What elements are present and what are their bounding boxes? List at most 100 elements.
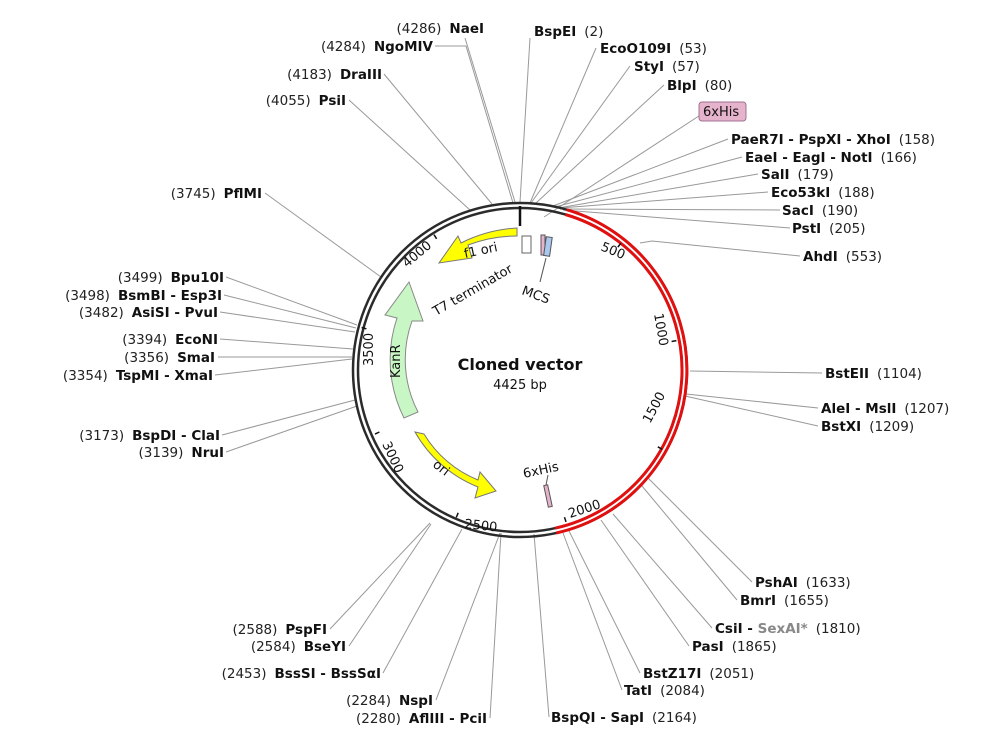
leader-line-bsmbi bbox=[223, 294, 357, 329]
insert-inner-arc bbox=[554, 213, 684, 530]
leader-line-tspmi bbox=[214, 358, 353, 376]
site-label-econi: (3394) EcoNI bbox=[122, 332, 218, 348]
leader-line-psii bbox=[348, 99, 471, 211]
tick-3000 bbox=[374, 431, 380, 435]
site-label-naei: (4286) NaeI bbox=[397, 21, 484, 37]
tick-1000 bbox=[671, 339, 677, 343]
leader-line-csii bbox=[612, 513, 713, 629]
site-label-ahdi: AhdI (553) bbox=[803, 249, 882, 265]
mcs-blue-box bbox=[543, 236, 553, 257]
leader-line-pflmi bbox=[264, 192, 382, 278]
leader-line-nrui bbox=[225, 405, 358, 453]
tick-label-1000: 1000 bbox=[650, 312, 671, 347]
leader-line-6xhis-badge bbox=[543, 111, 706, 218]
leader-line-styi bbox=[530, 65, 631, 204]
leader-line-bstxi bbox=[684, 395, 819, 427]
leader-line-bpu10i bbox=[225, 276, 358, 326]
f1-ori-arrow bbox=[437, 227, 518, 264]
leader-line-saci bbox=[559, 208, 781, 211]
site-label-csii: CsiI - SexAI* (1810) bbox=[715, 621, 861, 637]
leader-line-ahdi bbox=[639, 240, 801, 257]
leader-line-tati bbox=[562, 532, 623, 691]
site-label-psii: (4055) PsiI bbox=[266, 93, 346, 109]
tick-label-3500: 3500 bbox=[362, 333, 377, 366]
leader-line-ngomiv bbox=[435, 45, 514, 204]
his-badge-label: 6xHis bbox=[703, 105, 739, 120]
leader-line-psti bbox=[562, 209, 791, 229]
site-label-pspfi: (2588) PspFI bbox=[233, 622, 328, 638]
site-label-bpu10i: (3499) Bpu10I bbox=[118, 270, 224, 286]
site-label-bseyi: (2584) BseYI bbox=[251, 639, 346, 655]
leader-line-draiii bbox=[383, 73, 493, 205]
leader-line-bspqi bbox=[533, 533, 550, 718]
leader-line-xhoi bbox=[552, 138, 729, 207]
map-title: Cloned vector bbox=[458, 355, 583, 374]
mcs-pointer bbox=[539, 257, 547, 283]
site-label-tati: TatI (2084) bbox=[624, 683, 705, 699]
his-bottom-pointer bbox=[545, 474, 549, 486]
site-label-alei: AleI - MslI (1207) bbox=[821, 401, 949, 417]
site-label-bstxi: BstXI (1209) bbox=[821, 419, 914, 435]
site-label-bspqi: BspQI - SapI (2164) bbox=[551, 710, 697, 726]
site-label-nspi: (2284) NspI bbox=[346, 693, 433, 709]
site-label-sali: SalI (179) bbox=[761, 167, 834, 183]
tick-3500 bbox=[361, 326, 367, 330]
insert-segment bbox=[554, 208, 689, 535]
leader-line-bspdi bbox=[221, 399, 356, 436]
site-label-ecoo109i: EcoO109I (53) bbox=[600, 41, 707, 57]
leader-line-asisi bbox=[219, 311, 356, 333]
leader-line-ecoo109i bbox=[529, 47, 597, 204]
kanr-label: KanR bbox=[389, 344, 404, 378]
leader-line-noti bbox=[554, 156, 743, 208]
site-label-draiii: (4183) DraIII bbox=[287, 67, 382, 83]
site-label-blpi: BlpI (80) bbox=[667, 78, 732, 94]
leader-line-eco53ki bbox=[559, 191, 769, 209]
site-label-nrui: (3139) NruI bbox=[139, 445, 224, 461]
site-label-pflmi: (3745) PflMI bbox=[171, 186, 262, 202]
site-label-styi: StyI (57) bbox=[634, 59, 700, 75]
site-label-asisi: (3482) AsiSI - PvuI bbox=[79, 305, 218, 321]
his-bottom-label: 6xHis bbox=[522, 460, 561, 482]
ori-label: ori bbox=[430, 457, 453, 479]
tick-marks bbox=[361, 234, 677, 523]
tick-label-2500: 2500 bbox=[464, 517, 498, 535]
ori-arrow bbox=[414, 431, 497, 499]
site-label-psti: PstI (205) bbox=[792, 221, 865, 237]
leader-line-sali bbox=[557, 173, 759, 209]
leader-line-blpi bbox=[535, 84, 665, 204]
map-subtitle: 4425 bp bbox=[493, 378, 547, 393]
leader-line-nspi bbox=[435, 532, 501, 701]
site-label-saci: SacI (190) bbox=[782, 203, 858, 219]
site-label-bmri: BmrI (1655) bbox=[740, 593, 829, 609]
tick-label-1500: 1500 bbox=[640, 390, 669, 426]
leader-lines bbox=[214, 37, 823, 719]
leader-line-bsssi bbox=[382, 528, 463, 674]
site-label-pshai: PshAI (1633) bbox=[755, 575, 851, 591]
his-bottom-box bbox=[543, 484, 553, 508]
site-label-bsteii: BstEII (1104) bbox=[825, 366, 922, 382]
leader-line-bstz17i bbox=[568, 530, 641, 674]
f1-ori-label: f1 ori bbox=[463, 240, 499, 262]
tick-500 bbox=[617, 242, 622, 248]
tick-4000 bbox=[433, 234, 438, 240]
his-badge-box bbox=[698, 101, 747, 122]
leader-line-pshai bbox=[647, 477, 753, 583]
leader-line-pspfi bbox=[329, 522, 431, 630]
leader-line-econi bbox=[219, 338, 354, 350]
site-label-bsmbi: (3498) BsmBI - Esp3I bbox=[65, 288, 222, 304]
tick-2000 bbox=[563, 516, 567, 523]
site-label-eco53ki: Eco53kI (188) bbox=[771, 185, 875, 201]
leader-line-bspei bbox=[519, 37, 531, 203]
kanr-arrow bbox=[384, 280, 424, 419]
site-label-ngomiv: (4284) NgoMIV bbox=[321, 39, 434, 55]
leader-line-bsteii bbox=[689, 370, 823, 374]
insert-outer-arc bbox=[555, 208, 689, 535]
leader-line-naei bbox=[464, 37, 516, 203]
leader-line-pasi bbox=[600, 519, 690, 647]
leader-line-bmri bbox=[641, 485, 738, 601]
site-label-bstz17i: BstZ17I (2051) bbox=[643, 666, 754, 682]
site-label-noti: EaeI - EagI - NotI (166) bbox=[745, 150, 917, 166]
site-label-tspmi: (3354) TspMI - XmaI bbox=[63, 368, 213, 384]
t7-terminator-box bbox=[521, 235, 532, 254]
leader-line-afliii bbox=[489, 532, 502, 719]
